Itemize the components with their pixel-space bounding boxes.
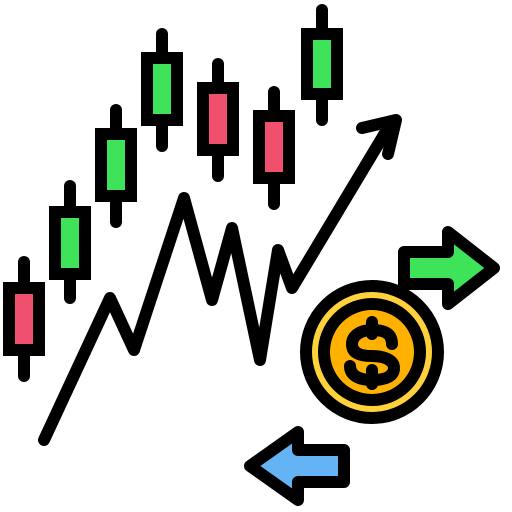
candlestick-group	[3, 4, 343, 382]
candle-4	[141, 28, 183, 152]
candle-5	[197, 58, 239, 182]
arrow-right-icon	[398, 226, 500, 310]
candle-1	[3, 256, 45, 382]
candle-6	[253, 86, 295, 210]
dollar-coin-icon	[300, 280, 444, 424]
candle-3	[95, 104, 137, 228]
trend-line-arrow	[38, 114, 402, 446]
candle-2	[49, 180, 91, 304]
arrow-left-icon	[244, 426, 350, 506]
dollar-sign-icon	[344, 316, 400, 390]
candle-7	[301, 4, 343, 126]
